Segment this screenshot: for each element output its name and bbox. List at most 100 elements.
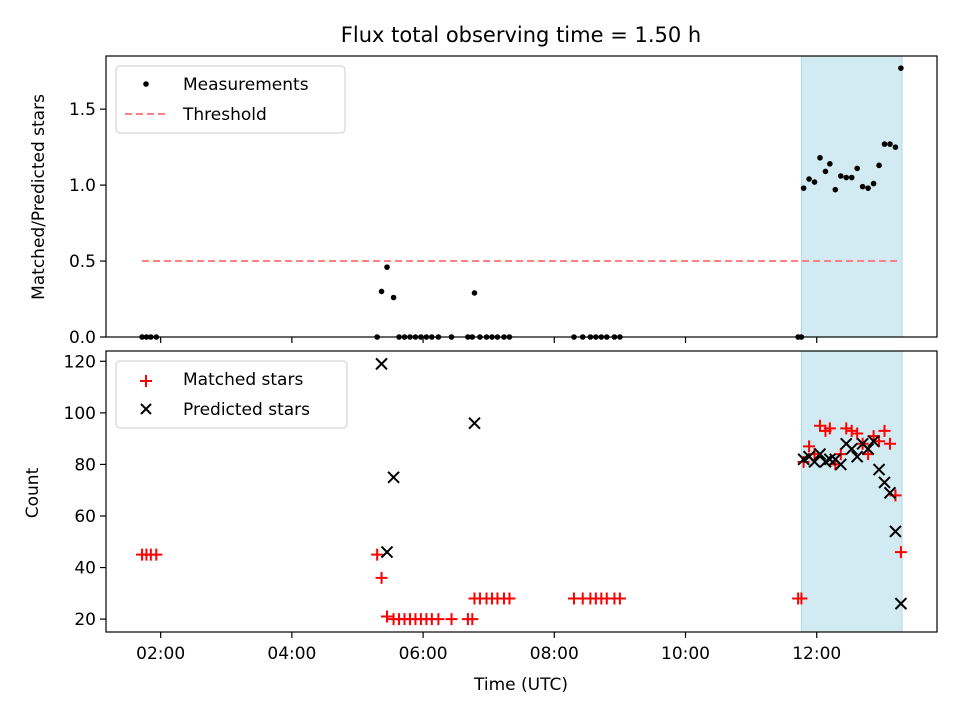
predicted-star-point (894, 597, 908, 610)
measurement-point (859, 183, 866, 190)
x-tick-label: 02:00 (136, 644, 185, 664)
predicted-star-point (813, 447, 827, 461)
predicted-star-point (834, 458, 847, 471)
matched-star-point (878, 424, 891, 437)
matched-star-point (466, 613, 479, 626)
measurement-point (811, 179, 818, 185)
matched-star-point (883, 437, 896, 450)
x-tick-label: 04:00 (267, 644, 316, 664)
measurement-point (384, 264, 390, 270)
legend-measurements-marker (143, 81, 149, 87)
y-tick-label: 60 (74, 507, 96, 527)
top-legend-frame (115, 65, 346, 134)
bottom-highlight-span (800, 350, 903, 633)
bottom-y-axis-label: Count (23, 467, 43, 518)
matched-star-point (803, 440, 816, 453)
measurement-point (843, 174, 850, 181)
y-tick-label: 1.0 (69, 176, 96, 196)
measurement-point (892, 144, 899, 150)
y-tick-label: 0.0 (69, 328, 96, 348)
top-panel: 0.0 0.5 1.0 1.5 Matched/Predicted stars Mea… (29, 55, 938, 348)
predicted-star-point (845, 442, 858, 456)
measurement-point (471, 290, 478, 296)
bottom-x-ticks: 02:00 04:00 06:00 08:00 10:00 12:00 (136, 632, 841, 664)
legend-predicted-label: Predicted stars (183, 400, 310, 420)
top-data-marks (139, 65, 904, 340)
y-tick-label: 20 (74, 610, 96, 630)
predicted-star-point (889, 525, 902, 538)
measurement-point (817, 154, 823, 161)
matched-star-point (894, 546, 907, 559)
predicted-star-point (387, 471, 400, 484)
measurement-point (854, 165, 860, 172)
measurement-point (390, 294, 397, 301)
measurement-point (898, 65, 904, 71)
matched-star-point (814, 419, 827, 432)
matched-star-point (823, 422, 836, 435)
matched-star-point (851, 427, 864, 440)
predicted-star-point (883, 486, 897, 499)
matched-star-point (432, 613, 445, 626)
matched-star-point (613, 592, 626, 605)
legend-measurements-label: Measurements (183, 75, 309, 95)
bottom-axes-frame (105, 350, 938, 633)
bottom-legend-frame (115, 360, 348, 429)
y-tick-label: 40 (74, 559, 96, 579)
predicted-star-point (861, 442, 875, 456)
measurement-point (827, 161, 833, 167)
measurement-point (865, 185, 871, 191)
matched-star-point (371, 548, 384, 561)
measurement-point (870, 180, 877, 187)
y-tick-label: 80 (74, 455, 96, 475)
legend-predicted-marker (140, 403, 152, 415)
y-tick-label: 0.5 (69, 252, 96, 272)
top-legend: Measurements Threshold (115, 65, 346, 134)
top-highlight-span (800, 55, 903, 338)
x-tick-label: 12:00 (792, 644, 841, 664)
chart-title: Flux total observing time = 1.50 h (341, 23, 701, 47)
top-axes-frame (105, 55, 938, 338)
predicted-star-point (808, 455, 821, 469)
top-y-ticks: 0.0 0.5 1.0 1.5 (69, 100, 106, 348)
matched-star-point (873, 435, 886, 448)
legend-threshold-label: Threshold (182, 105, 267, 125)
matched-star-point (840, 422, 853, 435)
measurement-point (378, 288, 385, 295)
predicted-star-point (468, 416, 481, 430)
y-tick-label: 120 (64, 352, 96, 372)
legend-matched-label: Matched stars (183, 370, 303, 390)
measurement-point (881, 141, 888, 147)
x-axis-label: Time (UTC) (473, 675, 568, 695)
measurement-point (832, 186, 839, 193)
legend-matched-marker (140, 375, 152, 387)
x-tick-label: 06:00 (399, 644, 448, 664)
x-tick-label: 08:00 (530, 644, 579, 664)
x-tick-label: 10:00 (661, 644, 710, 664)
measurement-point (822, 168, 829, 175)
top-y-axis-label: Matched/Predicted stars (29, 94, 49, 300)
measurement-point (887, 141, 893, 147)
matched-star-point (795, 592, 808, 605)
measurement-point (837, 173, 844, 179)
matched-star-point (503, 592, 516, 605)
predicted-star-point (872, 463, 886, 476)
y-tick-label: 100 (64, 404, 96, 424)
measurement-point (848, 174, 855, 181)
bottom-legend: Matched stars Predicted stars (115, 360, 348, 429)
matched-star-point (445, 613, 458, 626)
matched-star-point (150, 548, 163, 561)
predicted-star-point (850, 450, 864, 463)
bottom-panel: 20 40 60 80 100 120 02:00 04:00 06:00 08:00 10:00… (23, 350, 938, 695)
predicted-star-point (867, 435, 880, 448)
predicted-star-point (375, 357, 388, 371)
measurement-point (806, 176, 812, 182)
matched-star-point (845, 424, 858, 437)
measurement-point (876, 162, 882, 169)
predicted-star-point (823, 453, 837, 466)
measurement-point (800, 185, 807, 191)
matched-star-point (381, 610, 394, 623)
matched-star-point (375, 571, 388, 584)
predicted-star-point (380, 545, 394, 559)
bottom-y-ticks: 20 40 60 80 100 120 (64, 352, 106, 630)
